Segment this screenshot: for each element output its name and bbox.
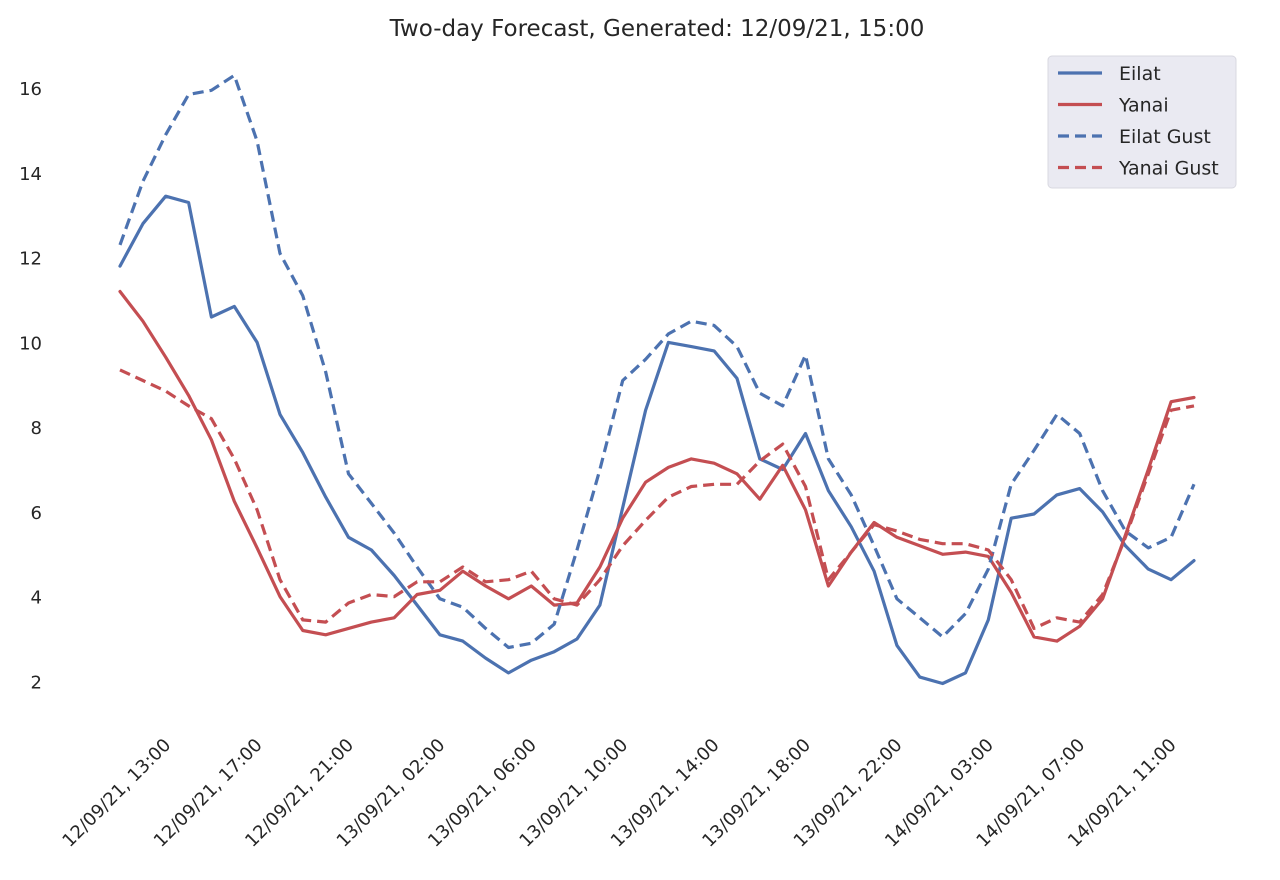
series-line-yanai-gust [119, 368, 1195, 630]
y-tick-label: 4 [31, 588, 42, 609]
y-tick-label: 2 [31, 672, 42, 693]
legend-label: Yanai Gust [1118, 158, 1219, 180]
y-tick-label: 16 [19, 79, 42, 100]
legend-label: Eilat [1119, 63, 1161, 85]
y-tick-label: 12 [19, 249, 42, 270]
legend-label: Eilat Gust [1119, 126, 1211, 148]
legend: Eilat Yanai Eilat Gust Yanai Gust [1047, 55, 1237, 189]
chart-title: Two-day Forecast, Generated: 12/09/21, 1… [389, 16, 925, 42]
plot-area [118, 73, 1196, 686]
series-line-eilat [118, 194, 1196, 686]
legend-label: Yanai [1118, 95, 1169, 117]
y-tick-label: 6 [31, 503, 42, 524]
series-line-eilat-gust [118, 73, 1196, 650]
y-axis: 2 4 6 8 10 12 14 16 [19, 79, 42, 693]
series-line-yanai [118, 289, 1196, 643]
y-tick-label: 14 [19, 164, 42, 185]
legend-box [1047, 55, 1237, 189]
y-tick-label: 10 [19, 333, 42, 354]
y-tick-label: 8 [31, 418, 42, 439]
